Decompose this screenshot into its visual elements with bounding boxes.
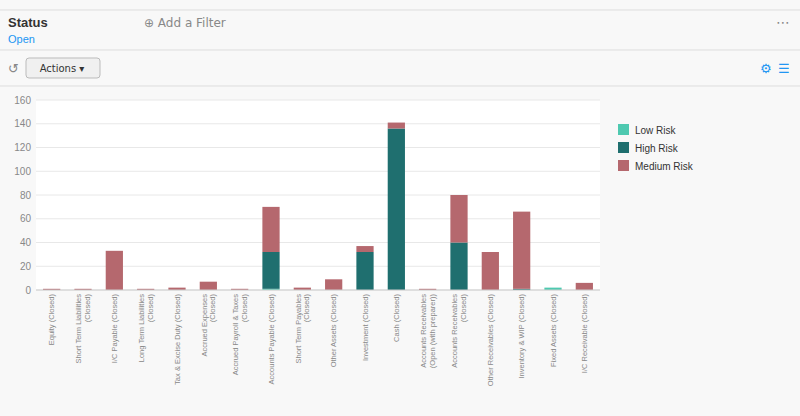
bar-segment [325, 279, 342, 290]
add-filter[interactable]: ⊕ Add a Filter [144, 16, 226, 30]
x-tick-label: Equity (Closed) [47, 294, 56, 346]
x-tick-label: Accounts Receivables(Open (with preparer… [419, 294, 437, 369]
legend-label: High Risk [635, 143, 679, 154]
legend-label: Low Risk [635, 125, 677, 136]
x-tick-label: Inventory & WIP (Closed) [517, 294, 526, 379]
x-tick-label: I/C Receivable (Closed) [580, 294, 589, 374]
y-tick-label: 20 [20, 261, 32, 272]
x-tick-label: Long Term Liabilities(Closed) [137, 294, 155, 363]
grid-line [36, 290, 600, 291]
y-tick-label: 80 [20, 190, 32, 201]
header-line [0, 10, 800, 11]
bar-segment [388, 123, 405, 129]
bar-segment [544, 287, 561, 288]
x-tick-label: Accrued Expenses(Closed) [200, 294, 218, 357]
y-tick-label: 120 [14, 142, 31, 153]
bar-segment [513, 212, 530, 289]
x-tick-label: Fixed Assets (Closed) [549, 294, 558, 367]
x-tick-label: I/C Payable (Closed) [110, 294, 119, 364]
legend-swatch [618, 160, 629, 171]
bar-segment [482, 252, 499, 290]
bar-segment [106, 251, 123, 290]
header-separator [0, 50, 800, 51]
baseline [36, 290, 600, 291]
bar-segment [200, 282, 217, 290]
actions-separator [0, 86, 800, 87]
y-tick-label: 160 [14, 95, 31, 106]
settings-icon[interactable]: ⚙ [760, 61, 772, 76]
bar-segment [356, 252, 373, 290]
grid-line [36, 100, 600, 101]
x-tick-label: Accounts Payable (Closed) [267, 294, 276, 385]
bar-segment [450, 243, 467, 291]
x-tick-label: Other Assets (Closed) [329, 293, 338, 367]
x-tick-label: Accounts Receivables(Closed) [450, 294, 468, 368]
bar-segment [544, 287, 561, 288]
bar-segment [576, 283, 593, 290]
x-tick-label: Accrued Payroll & Taxes(Closed) [231, 294, 249, 376]
background [0, 0, 800, 416]
grid [36, 100, 600, 290]
y-tick-label: 140 [14, 118, 31, 129]
bars [43, 123, 593, 290]
bar-segment [262, 252, 279, 289]
list-icon[interactable]: ☰ [778, 61, 790, 76]
x-tick-label: Cash (Closed) [392, 294, 401, 342]
grid-line [36, 147, 600, 148]
grid-line [36, 171, 600, 172]
x-tick-label: Investment (Closed) [361, 293, 370, 361]
x-tick-label: Short Term Payables(Closed) [294, 294, 312, 364]
bar-segment [450, 195, 467, 243]
grid-line [36, 123, 600, 124]
legend-swatch [618, 124, 629, 135]
y-tick-label: 100 [14, 166, 31, 177]
x-tick-label: Short Term Liabilities(Closed) [74, 294, 92, 364]
y-tick-label: 60 [20, 213, 32, 224]
legend: Low Risk High Risk Medium Risk [618, 124, 694, 172]
bar-segment [262, 207, 279, 252]
bar-segment [388, 129, 405, 291]
x-tick-label: Tax & Excise Duty (Closed) [173, 294, 182, 385]
legend-label: Medium Risk [635, 161, 694, 172]
grid-line [36, 195, 600, 196]
x-tick-label: Other Receivables (Closed) [486, 294, 495, 387]
refresh-icon[interactable]: ↺ [8, 61, 19, 76]
actions-button-box[interactable] [26, 58, 100, 78]
menu-dots[interactable]: ⋯ [776, 14, 790, 30]
bar-segment [356, 246, 373, 252]
y-tick-label: 40 [20, 237, 32, 248]
y-tick-label: 0 [25, 285, 31, 296]
subtitle: Open [8, 33, 35, 45]
legend-swatch [618, 142, 629, 153]
plot-area [36, 100, 600, 290]
actions-button[interactable]: Actions ▾ [40, 63, 85, 74]
title: Status [8, 15, 48, 30]
chart: Status Open ⊕ Add a Filter ⋯ ↺ Actions ▾ ⚙ ☰ 0 20… [0, 0, 800, 416]
